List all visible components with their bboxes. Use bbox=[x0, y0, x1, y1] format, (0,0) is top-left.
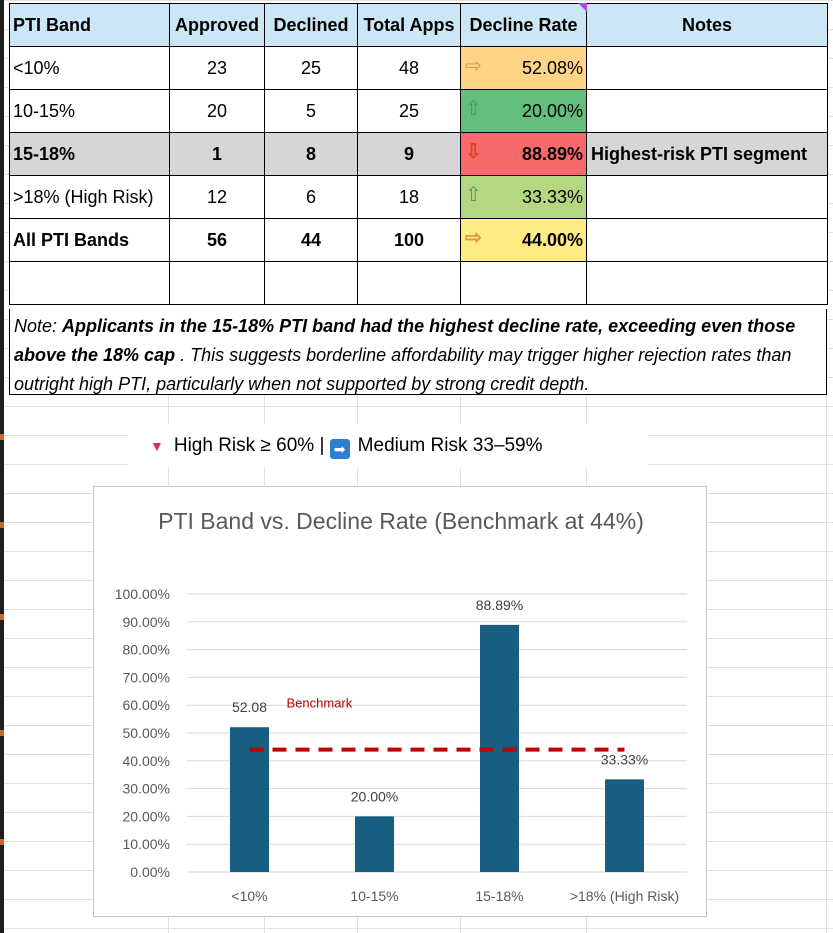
data-label: 20.00% bbox=[351, 788, 398, 804]
note-cell[interactable]: Note: Applicants in the 15-18% PTI band … bbox=[9, 309, 827, 395]
risk-legend: ▼ High Risk ≥ 60% | ➡ Medium Risk 33–59% bbox=[128, 424, 648, 468]
y-tick-label: 90.00% bbox=[123, 614, 170, 630]
table-row: All PTI Bands 56 44 100 ⇨ 44.00% bbox=[9, 218, 828, 262]
decline-rate-chart[interactable]: PTI Band vs. Decline Rate (Benchmark at … bbox=[93, 486, 707, 917]
band-cell[interactable]: <10% bbox=[9, 46, 170, 90]
total-apps-cell[interactable]: 9 bbox=[357, 132, 461, 176]
arrow-up-icon: ⇧ bbox=[465, 184, 482, 206]
notes-cell[interactable]: Highest-risk PTI segment bbox=[586, 132, 828, 176]
empty-cell[interactable] bbox=[169, 261, 265, 305]
header-notes[interactable]: Notes bbox=[586, 3, 828, 47]
data-label: 33.33% bbox=[601, 751, 648, 767]
declined-cell[interactable]: 6 bbox=[264, 175, 358, 219]
empty-cell[interactable] bbox=[264, 261, 358, 305]
empty-row bbox=[9, 261, 828, 305]
data-label: 52.08 bbox=[232, 699, 267, 715]
header-declined[interactable]: Declined bbox=[264, 3, 358, 47]
triangle-down-icon: ▼ bbox=[150, 438, 164, 454]
bar bbox=[355, 816, 394, 872]
notes-cell[interactable] bbox=[586, 46, 828, 90]
approved-cell[interactable]: 12 bbox=[169, 175, 265, 219]
note-bold-text: Applicants in the 15-18% PTI band had th… bbox=[14, 316, 796, 365]
x-tick-label: 10-15% bbox=[350, 888, 398, 904]
decline-rate-value: 33.33% bbox=[521, 186, 583, 207]
note-text: . This suggests borderline affordability… bbox=[14, 345, 792, 394]
table-row: <10% 23 25 48 ⇨ 52.08% bbox=[9, 46, 828, 90]
declined-cell[interactable]: 44 bbox=[264, 218, 358, 262]
decline-rate-cell[interactable]: ⇩ 88.89% bbox=[460, 132, 587, 176]
total-apps-cell[interactable]: 100 bbox=[357, 218, 461, 262]
note-prefix: Note: bbox=[14, 316, 63, 336]
y-tick-label: 70.00% bbox=[123, 669, 170, 685]
y-tick-label: 40.00% bbox=[123, 753, 170, 769]
declined-cell[interactable]: 8 bbox=[264, 132, 358, 176]
band-cell[interactable]: 15-18% bbox=[9, 132, 170, 176]
approved-cell[interactable]: 1 bbox=[169, 132, 265, 176]
band-cell[interactable]: All PTI Bands bbox=[9, 218, 170, 262]
notes-cell[interactable] bbox=[586, 89, 828, 133]
empty-cell[interactable] bbox=[460, 261, 587, 305]
decline-rate-cell[interactable]: ⇨ 44.00% bbox=[460, 218, 587, 262]
header-pti-band[interactable]: PTI Band bbox=[9, 3, 170, 47]
decline-rate-cell[interactable]: ⇧ 33.33% bbox=[460, 175, 587, 219]
arrow-down-icon: ⇩ bbox=[465, 141, 482, 163]
header-approved[interactable]: Approved bbox=[169, 3, 265, 47]
y-tick-label: 0.00% bbox=[130, 864, 170, 880]
arrow-right-icon: ➡ bbox=[329, 439, 350, 459]
x-tick-label: 15-18% bbox=[475, 888, 523, 904]
band-cell[interactable]: 10-15% bbox=[9, 89, 170, 133]
benchmark-label: Benchmark bbox=[287, 696, 353, 711]
window-edge bbox=[0, 0, 4, 933]
x-tick-label: >18% (High Risk) bbox=[570, 888, 679, 904]
declined-cell[interactable]: 5 bbox=[264, 89, 358, 133]
header-row: PTI Band Approved Declined Total Apps De… bbox=[9, 3, 828, 47]
arrow-right-icon: ⇨ bbox=[465, 55, 482, 77]
decline-rate-value: 88.89% bbox=[521, 143, 583, 164]
data-label: 88.89% bbox=[476, 597, 523, 613]
table-row: >18% (High Risk) 12 6 18 ⇧ 33.33% bbox=[9, 175, 828, 219]
y-tick-label: 50.00% bbox=[123, 725, 170, 741]
declined-cell[interactable]: 25 bbox=[264, 46, 358, 90]
x-tick-label: <10% bbox=[231, 888, 267, 904]
y-tick-label: 80.00% bbox=[123, 642, 170, 658]
empty-cell[interactable] bbox=[357, 261, 461, 305]
y-tick-label: 30.00% bbox=[123, 781, 170, 797]
total-apps-cell[interactable]: 18 bbox=[357, 175, 461, 219]
y-tick-label: 10.00% bbox=[123, 836, 170, 852]
total-apps-cell[interactable]: 25 bbox=[357, 89, 461, 133]
table-row: 15-18% 1 8 9 ⇩ 88.89% Highest-risk PTI segment bbox=[9, 132, 828, 176]
table-row: 10-15% 20 5 25 ⇧ 20.00% bbox=[9, 89, 828, 133]
empty-cell[interactable] bbox=[586, 261, 828, 305]
chart-title: PTI Band vs. Decline Rate (Benchmark at … bbox=[158, 508, 644, 534]
approved-cell[interactable]: 56 bbox=[169, 218, 265, 262]
decline-rate-value: 44.00% bbox=[521, 229, 583, 250]
decline-rate-cell[interactable]: ⇨ 52.08% bbox=[460, 46, 587, 90]
notes-cell[interactable] bbox=[586, 218, 828, 262]
legend-medium-risk: Medium Risk 33–59% bbox=[357, 435, 543, 456]
chart-plot: 0.00% 10.00% 20.00% 30.00% 40.00% 50.00% 60.00… bbox=[115, 586, 687, 904]
approved-cell[interactable]: 20 bbox=[169, 89, 265, 133]
pti-band-table: PTI Band Approved Declined Total Apps De… bbox=[9, 3, 828, 305]
decline-rate-cell[interactable]: ⇧ 20.00% bbox=[460, 89, 587, 133]
arrow-up-icon: ⇧ bbox=[465, 98, 482, 120]
empty-cell[interactable] bbox=[9, 261, 170, 305]
y-tick-label: 60.00% bbox=[123, 697, 170, 713]
total-apps-cell[interactable]: 48 bbox=[357, 46, 461, 90]
y-tick-label: 20.00% bbox=[123, 808, 170, 824]
bar bbox=[605, 779, 644, 872]
header-decline-rate[interactable]: Decline Rate bbox=[460, 3, 587, 47]
band-cell[interactable]: >18% (High Risk) bbox=[9, 175, 170, 219]
notes-cell[interactable] bbox=[586, 175, 828, 219]
comment-indicator bbox=[578, 3, 587, 12]
header-total-apps[interactable]: Total Apps bbox=[357, 3, 461, 47]
arrow-right-icon: ⇨ bbox=[465, 227, 482, 249]
legend-high-risk: High Risk ≥ 60% | bbox=[173, 435, 325, 456]
y-tick-label: 100.00% bbox=[115, 586, 170, 602]
decline-rate-value: 20.00% bbox=[521, 100, 583, 121]
approved-cell[interactable]: 23 bbox=[169, 46, 265, 90]
column-line bbox=[826, 395, 827, 933]
decline-rate-value: 52.08% bbox=[521, 57, 583, 78]
